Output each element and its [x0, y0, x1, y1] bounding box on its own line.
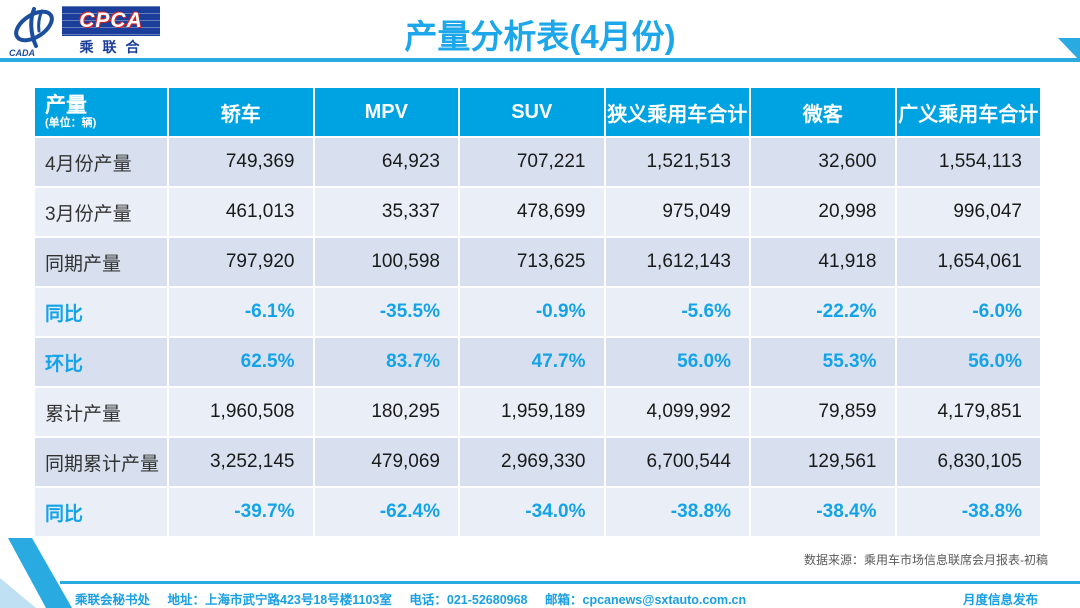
value-cell: 64,923 — [314, 138, 458, 186]
cpca-emblem-icon: CADA — [9, 7, 54, 58]
value-cell: -62.4% — [314, 488, 458, 536]
title-divider — [0, 58, 1080, 62]
column-header-1: 轿车 — [169, 88, 313, 136]
value-cell: 713,625 — [460, 238, 604, 286]
row-label: 累计产量 — [35, 388, 167, 436]
value-cell: 479,069 — [314, 438, 458, 486]
column-header-5: 微客 — [751, 88, 895, 136]
bottom-left-corner-decoration — [0, 538, 72, 608]
value-cell: 55.3% — [751, 338, 895, 386]
value-cell: 749,369 — [169, 138, 313, 186]
value-cell: -38.8% — [605, 488, 749, 536]
value-cell: 2,969,330 — [460, 438, 604, 486]
footer-divider — [60, 581, 1080, 584]
value-cell: -39.7% — [169, 488, 313, 536]
value-cell: 461,013 — [169, 188, 313, 236]
emblem-caption: CADA — [9, 48, 35, 58]
value-cell: 83.7% — [314, 338, 458, 386]
value-cell: 3,252,145 — [169, 438, 313, 486]
row-label: 同期累计产量 — [35, 438, 167, 486]
row-label: 3月份产量 — [35, 188, 167, 236]
top-right-corner-decoration — [1058, 38, 1080, 61]
value-cell: -5.6% — [605, 288, 749, 336]
value-cell: 996,047 — [896, 188, 1040, 236]
footer-email: 邮箱：cpcanews@sxtauto.com.cn — [545, 593, 747, 607]
table-corner-header: 产量 (单位：辆) — [35, 88, 167, 136]
corner-header-label: 产量 — [45, 94, 87, 117]
value-cell: 797,920 — [169, 238, 313, 286]
value-cell: -35.5% — [314, 288, 458, 336]
production-table: 产量 (单位：辆) 轿车 MPV SUV 狭义乘用车合计 微客 广义乘用车合计 4月份产量 7… — [35, 88, 1040, 536]
cpca-logo: CADA CPCA 乘联合 — [8, 6, 160, 58]
value-cell: 4,099,992 — [605, 388, 749, 436]
value-cell: 1,959,189 — [460, 388, 604, 436]
value-cell: 41,918 — [751, 238, 895, 286]
value-cell: -0.9% — [460, 288, 604, 336]
value-cell: 1,554,113 — [896, 138, 1040, 186]
value-cell: 1,521,513 — [605, 138, 749, 186]
value-cell: 62.5% — [169, 338, 313, 386]
value-cell: -6.0% — [896, 288, 1040, 336]
value-cell: 100,598 — [314, 238, 458, 286]
cpca-wordmark: CPCA — [62, 6, 160, 36]
source-note: 数据来源：乘用车市场信息联席会月报表-初稿 — [804, 553, 1048, 567]
cpca-wordmark-subtext: 乘联合 — [79, 39, 149, 55]
value-cell: 478,699 — [460, 188, 604, 236]
footer-address: 地址：上海市武宁路423号18号楼1103室 — [167, 593, 392, 607]
value-cell: 56.0% — [605, 338, 749, 386]
footer-org: 乘联会秘书处 — [75, 593, 151, 607]
cpca-wordmark-text: CPCA — [79, 9, 143, 32]
row-label: 同比 — [35, 288, 167, 336]
value-cell: 180,295 — [314, 388, 458, 436]
value-cell: 79,859 — [751, 388, 895, 436]
value-cell: -22.2% — [751, 288, 895, 336]
row-label: 同期产量 — [35, 238, 167, 286]
value-cell: -34.0% — [460, 488, 604, 536]
value-cell: 129,561 — [751, 438, 895, 486]
value-cell: 4,179,851 — [896, 388, 1040, 436]
column-header-3: SUV — [460, 88, 604, 136]
value-cell: 32,600 — [751, 138, 895, 186]
value-cell: 975,049 — [605, 188, 749, 236]
value-cell: 6,700,544 — [605, 438, 749, 486]
value-cell: -38.8% — [896, 488, 1040, 536]
value-cell: 56.0% — [896, 338, 1040, 386]
row-label: 同比 — [35, 488, 167, 536]
value-cell: 47.7% — [460, 338, 604, 386]
footer-contact-info: 乘联会秘书处 地址：上海市武宁路423号18号楼1103室 电话：021-526… — [75, 589, 760, 608]
footer-release-label: 月度信息发布 — [962, 593, 1038, 607]
value-cell: 707,221 — [460, 138, 604, 186]
row-label: 4月份产量 — [35, 138, 167, 186]
column-header-2: MPV — [314, 88, 458, 136]
value-cell: 20,998 — [751, 188, 895, 236]
column-header-4: 狭义乘用车合计 — [605, 88, 749, 136]
value-cell: 1,960,508 — [169, 388, 313, 436]
value-cell: 1,612,143 — [605, 238, 749, 286]
corner-header-unit: (单位：辆) — [45, 117, 97, 129]
footer-phone: 电话：021-52680968 — [409, 593, 528, 607]
page-title: 产量分析表(4月份) — [404, 18, 676, 55]
value-cell: -6.1% — [169, 288, 313, 336]
value-cell: 1,654,061 — [896, 238, 1040, 286]
row-label: 环比 — [35, 338, 167, 386]
value-cell: 6,830,105 — [896, 438, 1040, 486]
column-header-6: 广义乘用车合计 — [896, 88, 1040, 136]
value-cell: 35,337 — [314, 188, 458, 236]
value-cell: -38.4% — [751, 488, 895, 536]
